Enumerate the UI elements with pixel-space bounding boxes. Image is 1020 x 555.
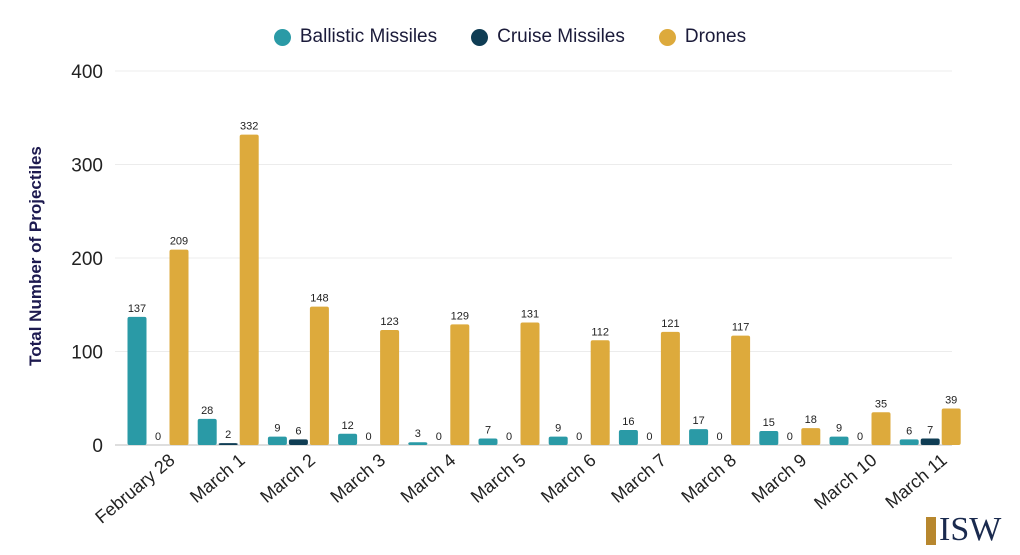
data-label: 148: [310, 293, 328, 305]
y-axis-title: Total Number of Projectiles: [26, 146, 45, 366]
logo-mark-icon: [926, 517, 936, 545]
legend-swatch-drones: [658, 28, 676, 46]
x-tick-label: March 11: [881, 450, 950, 513]
data-label: 6: [906, 425, 912, 437]
bar: [450, 324, 470, 445]
data-label: 2: [225, 429, 231, 441]
legend-label-cruise: Cruise Missiles: [497, 26, 625, 47]
bar: [920, 438, 940, 445]
data-label: 129: [451, 310, 469, 322]
data-label: 18: [805, 414, 817, 426]
data-label: 0: [506, 431, 512, 443]
bar: [197, 418, 217, 445]
bar: [829, 436, 849, 445]
bar: [380, 329, 400, 445]
y-tick-label: 400: [71, 62, 103, 83]
bar: [731, 335, 751, 445]
bar: [871, 412, 891, 445]
x-tick-label: March 7: [607, 450, 670, 507]
data-label: 16: [622, 416, 634, 428]
data-label: 0: [366, 431, 372, 443]
y-tick-label: 300: [71, 156, 103, 177]
data-label: 28: [201, 405, 213, 417]
bar: [169, 249, 189, 445]
x-tick-label: March 10: [810, 450, 880, 514]
data-label: 7: [927, 424, 933, 436]
x-tick-label: March 1: [186, 450, 249, 507]
data-label: 112: [591, 326, 609, 338]
data-label: 123: [380, 316, 398, 328]
bar: [548, 436, 568, 445]
data-label: 0: [576, 431, 582, 443]
data-label: 332: [240, 121, 258, 133]
data-label: 0: [717, 431, 723, 443]
data-label: 6: [295, 425, 301, 437]
data-label: 121: [661, 318, 679, 330]
data-label: 39: [945, 395, 957, 407]
x-tick-label: March 6: [537, 450, 600, 507]
data-label: 0: [857, 431, 863, 443]
data-label: 9: [274, 423, 280, 435]
data-label: 0: [646, 431, 652, 443]
x-tick-label: March 3: [326, 450, 389, 507]
bar: [267, 436, 287, 445]
legend-label-ballistic: Ballistic Missiles: [299, 26, 438, 47]
data-label: 3: [415, 428, 421, 440]
legend-item-drones[interactable]: Drones: [658, 26, 747, 48]
bar: [660, 331, 680, 445]
data-label: 209: [170, 236, 188, 248]
legend-item-ballistic[interactable]: Ballistic Missiles: [273, 26, 438, 48]
y-tick-label: 200: [71, 249, 103, 270]
bar: [520, 322, 540, 445]
data-label: 0: [787, 431, 793, 443]
bar: [899, 439, 919, 445]
legend-item-cruise[interactable]: Cruise Missiles: [471, 26, 625, 48]
data-label: 17: [692, 415, 704, 427]
x-tick-label: February 28: [91, 450, 178, 528]
bar: [239, 134, 259, 445]
bar: [127, 316, 147, 445]
data-label: 35: [875, 398, 887, 410]
legend-swatch-ballistic: [273, 28, 291, 46]
bar: [689, 429, 709, 445]
x-tick-label: March 5: [467, 450, 530, 507]
bar: [309, 306, 329, 445]
legend-swatch-cruise: [471, 28, 489, 46]
bar: [338, 433, 358, 445]
bar: [408, 442, 428, 445]
bar: [618, 430, 638, 445]
legend-label-drones: Drones: [684, 26, 747, 47]
bar: [801, 428, 821, 445]
data-label: 15: [763, 417, 775, 429]
data-label: 12: [341, 420, 353, 432]
bar: [590, 340, 610, 445]
data-label: 7: [485, 424, 491, 436]
x-tick-label: March 8: [677, 450, 740, 507]
data-label: 9: [555, 423, 561, 435]
bar: [941, 408, 961, 445]
bar: [288, 439, 308, 445]
isw-logo: ISW: [926, 511, 1002, 548]
logo-text: ISW: [939, 511, 1002, 548]
bar: [478, 438, 498, 445]
data-label: 0: [436, 431, 442, 443]
data-label: 131: [521, 309, 539, 321]
data-label: 0: [155, 431, 161, 443]
bar: [218, 443, 238, 445]
y-tick-label: 0: [92, 436, 103, 457]
data-label: 137: [128, 303, 146, 315]
data-label: 117: [732, 322, 750, 334]
y-tick-label: 100: [71, 343, 103, 364]
legend: Ballistic Missiles Cruise Missiles Drone…: [0, 26, 1020, 48]
x-tick-label: March 9: [748, 450, 811, 507]
bar: [759, 430, 779, 445]
x-tick-label: March 4: [397, 450, 460, 507]
data-label: 9: [836, 423, 842, 435]
x-tick-label: March 2: [256, 450, 319, 507]
